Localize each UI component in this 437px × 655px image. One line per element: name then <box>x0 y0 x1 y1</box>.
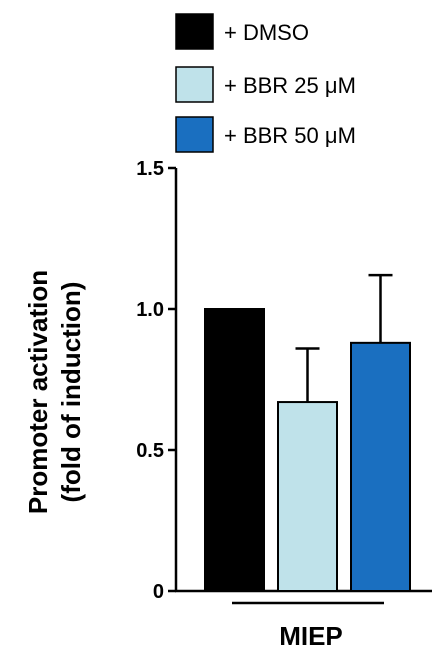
y-tick-label: 1.0 <box>136 299 164 321</box>
legend-swatch-1 <box>175 13 214 50</box>
bar-3 <box>350 341 411 592</box>
bar-1 <box>204 308 265 592</box>
legend-swatch-2 <box>175 66 214 103</box>
legend: + DMSO + BBR 25 μM + BBR 50 μM <box>175 13 356 153</box>
y-axis-label-line2: (fold of induction) <box>56 282 86 503</box>
y-tick-label: 0 <box>153 581 164 603</box>
legend-label-3: + BBR 50 μM <box>224 123 356 148</box>
bars <box>204 308 411 592</box>
y-tick-label: 1.5 <box>136 158 164 180</box>
bar-2 <box>277 401 338 592</box>
y-tick-label: 0.5 <box>136 440 164 462</box>
y-ticks: 0 0.5 1.0 1.5 <box>136 158 176 603</box>
legend-label-1: + DMSO <box>224 20 309 45</box>
legend-label-2: + BBR 25 μM <box>224 73 356 98</box>
category-label: MIEP <box>279 621 343 651</box>
y-axis-label: Promoter activation (fold of induction) <box>23 270 86 514</box>
y-axis-label-line1: Promoter activation <box>23 270 53 514</box>
legend-swatch-3 <box>175 116 214 153</box>
error-bars <box>295 273 393 403</box>
